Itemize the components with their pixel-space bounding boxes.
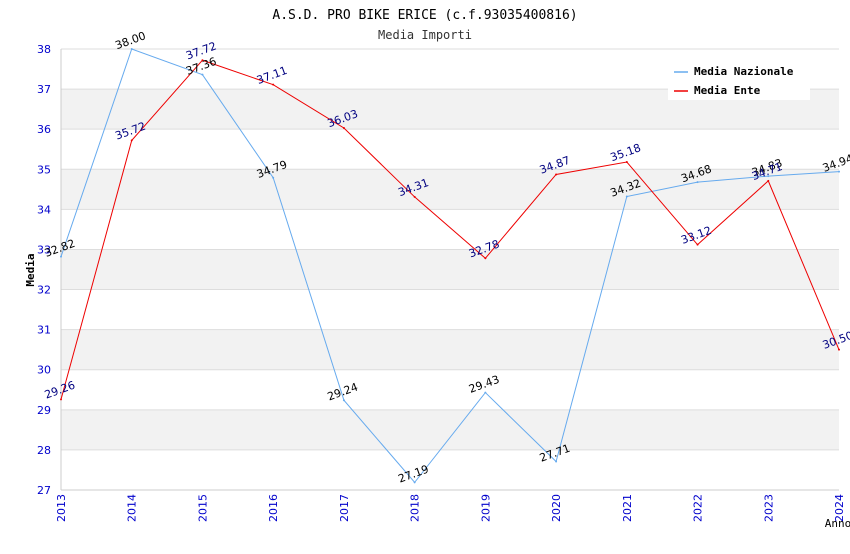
y-tick-label-30: 30: [37, 364, 51, 377]
data-point-ente-2019: [484, 257, 487, 260]
x-tick-label-2023: 2023: [762, 494, 775, 522]
y-tick-label-35: 35: [37, 163, 51, 176]
series-line-media-ente: [60, 59, 840, 400]
chart-legend: Media Nazionale Media Ente: [668, 60, 810, 100]
x-tick-label-2017: 2017: [338, 494, 351, 522]
chart-background-bands: [61, 89, 839, 450]
band-30-31: [61, 329, 839, 370]
x-tick-label-2014: 2014: [126, 494, 139, 522]
data-point-ente-2023: [767, 179, 770, 182]
data-label-nazionale-2017: 29.24: [326, 380, 360, 403]
data-point-nazionale-2021: [625, 195, 628, 198]
chart-axes: 27 28 29 30 31 32 33 34 35 36 37 38 2013 2014 2015 2016…: [37, 43, 846, 522]
y-tick-label-31: 31: [37, 324, 51, 337]
y-tick-label-37: 37: [37, 83, 51, 96]
series-line-media-nazionale: [60, 48, 840, 484]
data-point-ente-2024: [838, 348, 840, 351]
legend-box: [668, 60, 810, 100]
x-tick-label-2020: 2020: [550, 494, 563, 522]
legend-label-media-ente: Media Ente: [694, 84, 761, 97]
data-label-nazionale-2018: 27.19: [396, 463, 430, 486]
data-point-ente-2018: [413, 195, 416, 198]
data-point-ente-2014: [130, 139, 133, 142]
band-28-29: [61, 409, 839, 450]
y-tick-label-27: 27: [37, 484, 51, 497]
data-point-ente-2016: [272, 83, 275, 86]
y-tick-label-36: 36: [37, 123, 51, 136]
data-point-ente-2015: [201, 59, 204, 62]
legend-label-media-nazionale: Media Nazionale: [694, 65, 794, 78]
data-point-nazionale-2017: [342, 399, 345, 402]
data-point-ente-2013: [60, 398, 62, 401]
y-tick-label-34: 34: [37, 203, 51, 216]
x-tick-label-2013: 2013: [55, 494, 68, 522]
data-point-nazionale-2023: [767, 175, 770, 178]
y-tick-label-38: 38: [37, 43, 51, 56]
data-point-ente-2017: [342, 126, 345, 129]
x-tick-label-2022: 2022: [692, 494, 705, 522]
data-point-nazionale-2013: [60, 255, 62, 258]
band-34-35: [61, 169, 839, 210]
data-point-nazionale-2018: [413, 481, 416, 484]
x-tick-label-2019: 2019: [479, 494, 492, 522]
x-tick-label-2015: 2015: [196, 494, 209, 522]
data-label-ente-2013: 29.26: [43, 379, 77, 402]
data-point-nazionale-2022: [696, 181, 699, 184]
chart-subtitle: Media Importi: [378, 28, 472, 42]
x-axis-label: Anno: [825, 517, 850, 530]
x-tick-label-2024: 2024: [833, 494, 846, 522]
y-axis-label: Media: [24, 253, 37, 286]
data-label-nazionale-2019: 29.43: [467, 373, 501, 396]
x-tick-label-2016: 2016: [267, 494, 280, 522]
data-point-nazionale-2024: [838, 170, 840, 173]
data-point-nazionale-2014: [130, 48, 133, 50]
y-tick-label-33: 33: [37, 243, 51, 256]
data-point-nazionale-2019: [484, 391, 487, 394]
y-tick-label-28: 28: [37, 444, 51, 457]
data-label-ente-2016: 37.11: [255, 64, 289, 87]
x-tick-label-2018: 2018: [409, 494, 422, 522]
x-tick-label-2021: 2021: [621, 494, 634, 522]
data-point-nazionale-2016: [272, 176, 275, 179]
data-point-nazionale-2015: [201, 73, 204, 76]
data-point-nazionale-2020: [555, 460, 558, 463]
chart-title: A.S.D. PRO BIKE ERICE (c.f.93035400816): [272, 8, 577, 23]
chart-series: [60, 48, 840, 484]
band-32-33: [61, 249, 839, 290]
data-label-ente-2021: 35.18: [609, 141, 643, 164]
data-point-ente-2022: [696, 243, 699, 246]
y-tick-label-29: 29: [37, 404, 51, 417]
data-point-ente-2020: [555, 173, 558, 176]
data-point-ente-2021: [625, 161, 628, 164]
y-tick-label-32: 32: [37, 284, 51, 297]
